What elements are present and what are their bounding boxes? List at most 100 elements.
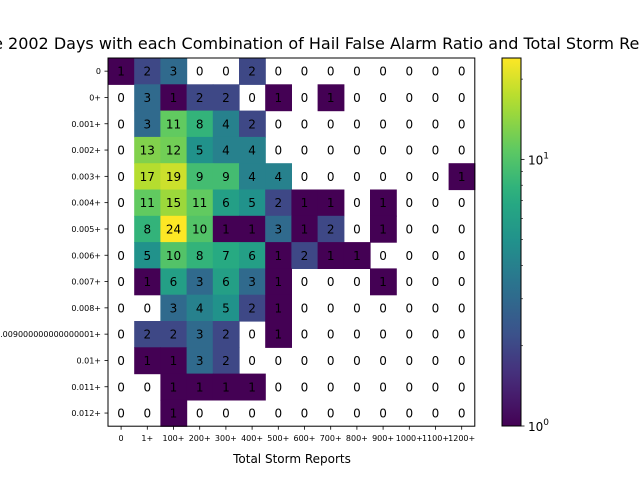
cell-value-label: 2 — [196, 91, 204, 105]
cell-value-label: 2 — [248, 65, 256, 79]
heatmap-cell — [291, 242, 319, 269]
heatmap-cell — [317, 242, 345, 269]
x-tick-label: 900+ — [372, 434, 394, 443]
y-tick-label: 0.004+ — [71, 199, 101, 208]
cell-value-label: 0 — [353, 380, 361, 394]
cell-value-label: 0 — [458, 196, 466, 210]
cell-value-label: 11 — [140, 196, 155, 210]
cell-value-label: 0 — [353, 301, 361, 315]
cell-value-label: 0 — [379, 170, 387, 184]
y-tick-label: 0.006+ — [71, 251, 101, 260]
heatmap-cell — [186, 163, 214, 191]
cell-value-label: 4 — [222, 144, 230, 158]
cell-value-label: 0 — [379, 144, 387, 158]
heatmap-cell — [212, 294, 240, 322]
heatmap-cell — [370, 215, 397, 243]
heatmap-cell — [448, 163, 476, 191]
heatmap-cell — [265, 321, 292, 348]
heatmap-cell — [317, 189, 345, 217]
heatmap-cell — [212, 215, 240, 243]
cell-value-label: 0 — [458, 275, 466, 289]
y-tick-label: 0.005+ — [71, 225, 101, 234]
heatmap-cell — [134, 189, 161, 217]
cell-value-label: 0 — [405, 144, 413, 158]
cell-value-label: 0 — [458, 144, 466, 158]
heatmap-cell — [265, 242, 292, 269]
cell-value-label: 4 — [248, 144, 256, 158]
cell-value-label: 2 — [274, 196, 282, 210]
heatmap-cell — [239, 163, 266, 191]
cell-value-label: 0 — [222, 65, 230, 79]
y-tick-label: 0.01+ — [76, 356, 101, 365]
cell-value-label: 0 — [458, 328, 466, 342]
cell-value-label: 0 — [117, 328, 125, 342]
heatmap-cell — [160, 373, 188, 401]
cell-value-label: 3 — [196, 354, 204, 368]
cell-value-label: 0 — [274, 407, 282, 421]
cell-value-label: 0 — [327, 328, 335, 342]
cell-value-label: 0 — [143, 301, 151, 315]
cell-value-label: 0 — [458, 222, 466, 236]
heatmap-cell — [239, 215, 266, 243]
cell-value-label: 3 — [143, 117, 151, 131]
heatmap-cell — [134, 215, 161, 243]
cell-value-label: 0 — [432, 354, 440, 368]
cell-value-label: 0 — [301, 65, 309, 79]
cell-value-label: 6 — [222, 275, 230, 289]
y-tick-label: 0.009000000000000001+ — [0, 330, 101, 339]
cell-value-label: 1 — [170, 380, 178, 394]
cell-value-label: 0 — [117, 249, 125, 263]
cell-value-label: 1 — [274, 91, 282, 105]
cell-value-label: 3 — [170, 65, 178, 79]
cell-value-label: 0 — [117, 222, 125, 236]
heatmap-cell — [212, 373, 240, 401]
cell-value-label: 0 — [117, 91, 125, 105]
cell-value-label: 0 — [458, 380, 466, 394]
cell-value-label: 0 — [353, 407, 361, 421]
y-tick-label: 0.001+ — [71, 120, 101, 129]
x-tick-label: 1100+ — [422, 434, 449, 443]
colorbar — [501, 57, 522, 427]
cell-value-label: 0 — [432, 301, 440, 315]
cell-value-label: 0 — [405, 222, 413, 236]
cell-value-label: 2 — [327, 222, 335, 236]
cell-value-label: 0 — [379, 301, 387, 315]
cell-value-label: 3 — [143, 91, 151, 105]
heatmap-cell — [265, 268, 292, 296]
cell-value-label: 3 — [196, 275, 204, 289]
heatmap-cell — [134, 321, 161, 348]
heatmap-cell — [212, 242, 240, 269]
cell-value-label: 1 — [379, 275, 387, 289]
cell-value-label: 0 — [353, 328, 361, 342]
heatmap-cell — [134, 110, 161, 138]
heatmap-cell — [160, 84, 188, 112]
cell-value-label: 0 — [405, 328, 413, 342]
heatmap-cell — [265, 163, 292, 191]
cell-value-label: 4 — [222, 117, 230, 131]
cell-value-label: 0 — [248, 328, 256, 342]
cell-value-label: 0 — [196, 65, 204, 79]
heatmap-cell — [239, 110, 266, 138]
cell-value-label: 0 — [117, 117, 125, 131]
heatmap-cell — [265, 189, 292, 217]
cell-value-label: 0 — [458, 249, 466, 263]
heatmap-cell — [134, 242, 161, 269]
heatmap-cell — [186, 110, 214, 138]
cell-value-label: 0 — [301, 117, 309, 131]
cell-value-label: 0 — [248, 354, 256, 368]
cell-value-label: 0 — [117, 275, 125, 289]
cell-value-label: 2 — [143, 65, 151, 79]
chart-title: Since 2002 Days with each Combination of… — [0, 34, 640, 53]
cell-value-label: 0 — [327, 354, 335, 368]
heatmap-cell — [212, 268, 240, 296]
cell-value-label: 12 — [166, 144, 181, 158]
cell-value-label: 2 — [248, 117, 256, 131]
cell-value-label: 0 — [248, 407, 256, 421]
cell-value-label: 0 — [327, 117, 335, 131]
heatmap-cell — [239, 58, 266, 85]
cell-value-label: 1 — [301, 222, 309, 236]
cell-value-label: 0 — [432, 380, 440, 394]
cell-value-label: 0 — [405, 65, 413, 79]
cell-value-label: 1 — [327, 196, 335, 210]
cell-value-label: 5 — [143, 249, 151, 263]
